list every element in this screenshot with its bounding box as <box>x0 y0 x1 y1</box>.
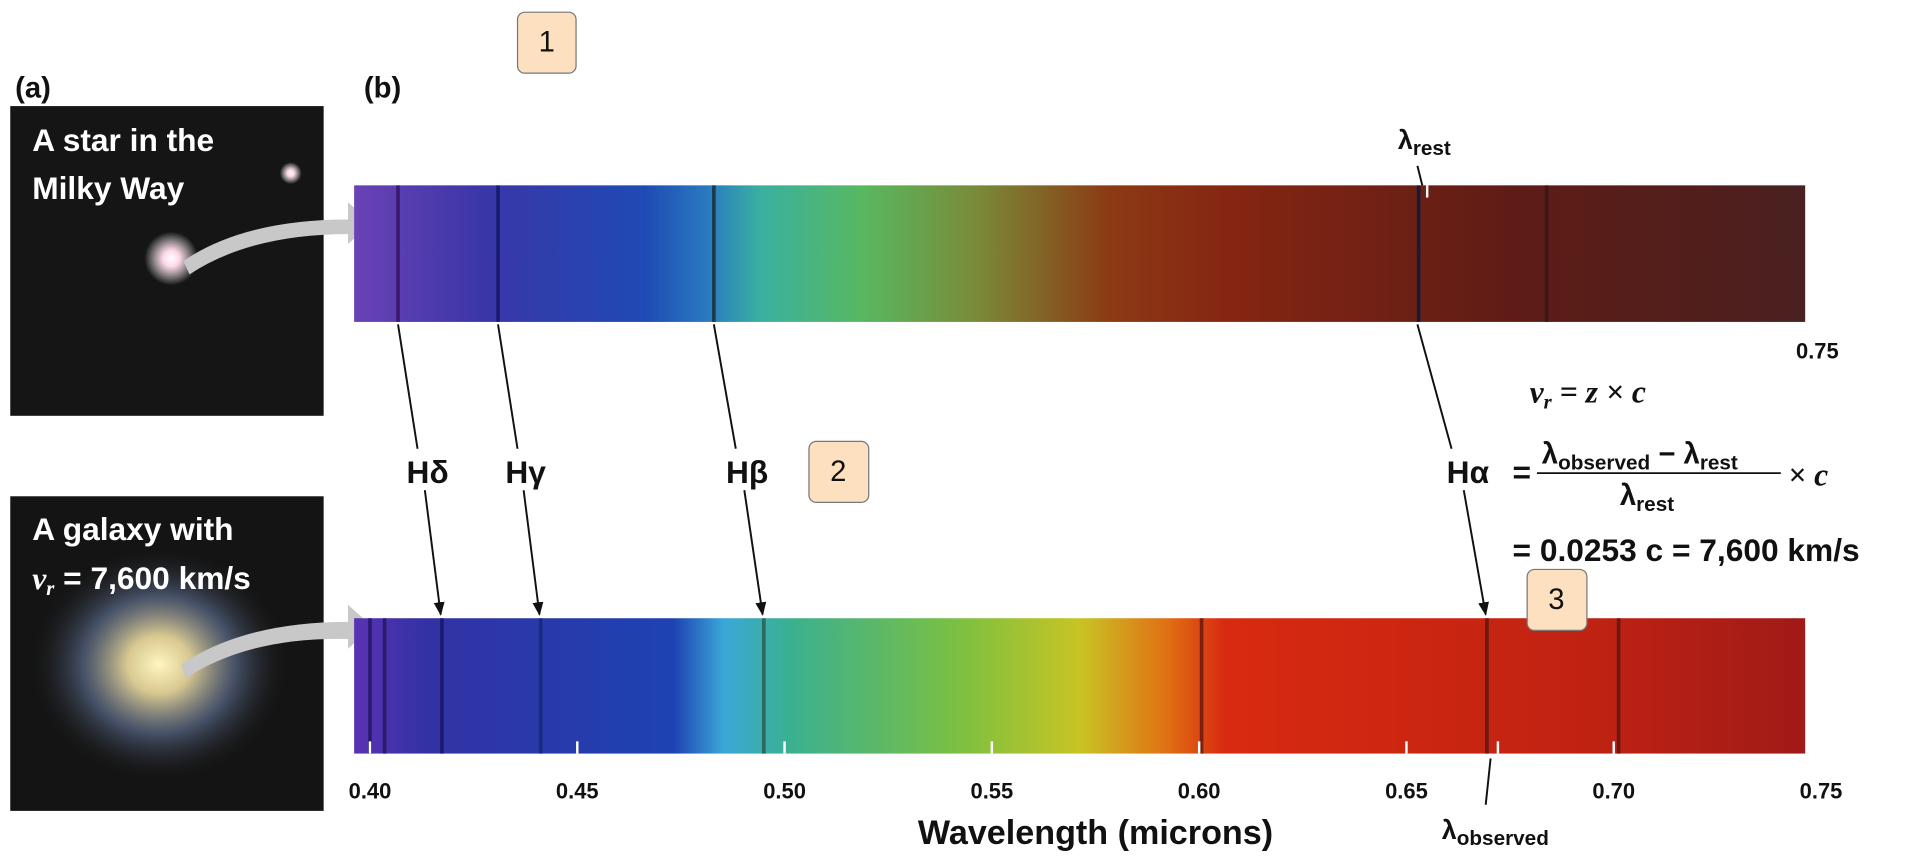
absorption-lines <box>368 185 1621 754</box>
symbol: v <box>1530 374 1545 409</box>
star-caption: Milky Way <box>32 170 184 206</box>
subscript: r <box>1544 391 1553 413</box>
caption-text: = 7,600 km/s <box>54 560 250 596</box>
symbol: λ <box>1542 438 1558 470</box>
leader-line <box>1416 165 1424 186</box>
line-label: Hβ <box>726 454 768 490</box>
symbol: λ <box>1684 438 1700 470</box>
denominator: λrest <box>1620 480 1674 516</box>
equation: vr = z × c <box>1530 374 1646 413</box>
leader-line <box>1484 758 1492 805</box>
pointer-arrow <box>180 604 373 678</box>
badge-label: 3 <box>1548 584 1564 616</box>
badge <box>1526 568 1588 632</box>
connectors <box>397 324 1489 616</box>
subscript: r <box>46 578 55 600</box>
subscript: observed <box>1457 827 1549 850</box>
operator: − <box>1650 438 1683 470</box>
star <box>144 231 199 286</box>
star <box>279 162 302 185</box>
star-caption: A star in the <box>32 122 214 158</box>
panel-label: (a) <box>15 73 51 105</box>
galaxy <box>30 548 288 781</box>
line-label: Hα <box>1447 454 1490 490</box>
subscript: rest <box>1700 451 1738 474</box>
badge <box>808 440 870 503</box>
x-axis: 0.40 0.45 0.50 0.55 0.60 0.65 0.70 0.75 <box>349 741 1843 804</box>
galaxy-caption: vr = 7,600 km/s <box>32 560 251 600</box>
x-tick-label: 0.65 <box>1385 779 1428 804</box>
symbol: λ <box>1620 480 1636 512</box>
lambda-rest: λrest <box>1398 125 1451 160</box>
symbol: v <box>32 561 47 596</box>
subscript: rest <box>1636 493 1674 516</box>
panel-label: (b) <box>364 73 401 105</box>
equation-result: = 0.0253 c = 7,600 km/s <box>1513 532 1860 568</box>
x-tick-label: 0.45 <box>556 779 599 804</box>
symbol: λ <box>1398 125 1413 155</box>
lambda-observed: λobserved <box>1442 815 1549 850</box>
subscript: observed <box>1558 451 1650 474</box>
x-tick-label: 0.55 <box>971 779 1014 804</box>
pointer-arrow <box>183 202 373 275</box>
equation-text: = z × c <box>1552 374 1646 409</box>
x-tick-label: 0.75 <box>1800 779 1843 804</box>
axis-end-label: 0.75 <box>1796 338 1839 363</box>
x-tick-label: 0.50 <box>763 779 806 804</box>
badge-label: 1 <box>539 27 555 59</box>
galaxy-caption: A galaxy with <box>32 511 233 547</box>
equation: = <box>1513 454 1532 490</box>
line-label: Hγ <box>505 454 546 490</box>
observed-spectrum <box>354 618 1806 754</box>
badge <box>516 11 577 74</box>
x-axis-label: Wavelength (microns) <box>918 814 1273 852</box>
x-tick-label: 0.60 <box>1178 779 1221 804</box>
symbol: λ <box>1442 815 1457 845</box>
x-tick-label: 0.40 <box>349 779 392 804</box>
badge-label: 2 <box>830 456 846 488</box>
numerator: λobserved − λrest <box>1542 438 1738 474</box>
rest-spectrum <box>354 185 1806 322</box>
subscript: rest <box>1413 137 1451 160</box>
x-tick-label: 0.70 <box>1592 779 1635 804</box>
equation: × c <box>1788 457 1828 492</box>
line-label: Hδ <box>407 454 449 490</box>
